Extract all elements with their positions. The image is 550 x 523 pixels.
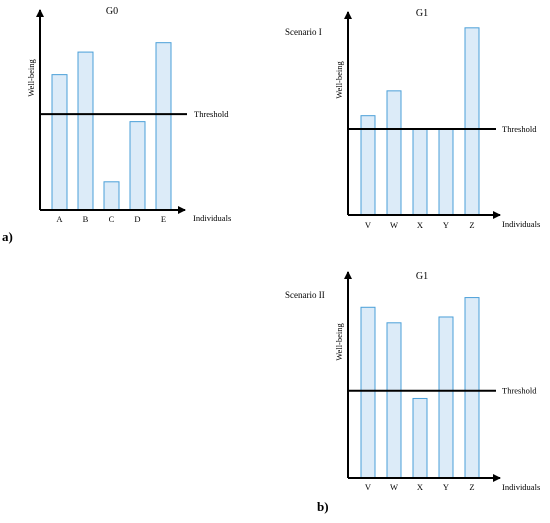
bar-A	[51, 74, 68, 211]
chart-panel-1: G1 Scenario I Well-being V W X Y Z Threshold Indi…	[285, 8, 540, 230]
bar-Y	[438, 128, 454, 216]
bar-X	[412, 128, 428, 216]
y-axis-label: Well-being	[334, 322, 344, 360]
bar-Y	[438, 316, 454, 479]
x-tick-label-C: C	[109, 214, 115, 224]
x-tick-label-B: B	[83, 214, 89, 224]
bar-V	[360, 115, 376, 216]
x-tick-label-Z: Z	[469, 220, 474, 230]
scenario-label: Scenario II	[285, 290, 325, 300]
x-axis-label: Individuals	[502, 219, 540, 229]
bar-W	[386, 322, 402, 479]
x-tick-label-D: D	[134, 214, 140, 224]
x-tick-label-V: V	[365, 482, 372, 492]
x-tick-label-W: W	[390, 220, 398, 230]
x-tick-label-E: E	[161, 214, 166, 224]
threshold-label: Threshold	[194, 109, 229, 119]
y-axis-label: Well-being	[334, 60, 344, 98]
bar-X	[412, 397, 428, 479]
bar-E	[155, 42, 172, 211]
x-tick-label-Y: Y	[443, 220, 449, 230]
x-tick-label-W: W	[390, 482, 398, 492]
scenario-label: Scenario I	[285, 27, 322, 37]
chart-title: G1	[416, 271, 428, 282]
bar-B	[77, 51, 94, 211]
x-tick-label-Y: Y	[443, 482, 449, 492]
bar-Z	[464, 27, 480, 216]
bar-V	[360, 306, 376, 479]
x-tick-label-V: V	[365, 220, 372, 230]
chart-title: G0	[106, 6, 118, 17]
x-tick-label-A: A	[56, 214, 63, 224]
chart-panel-0: G0 Well-being A B C D E Threshold Individuals a)	[2, 6, 231, 244]
x-tick-label-X: X	[417, 220, 423, 230]
x-tick-label-Z: Z	[469, 482, 474, 492]
chart-panel-2: G1 Scenario II Well-being V W X Y Z Threshold Ind…	[285, 271, 540, 514]
x-axis-label: Individuals	[502, 482, 540, 492]
threshold-label: Threshold	[502, 386, 537, 396]
panel-label: b)	[317, 499, 329, 514]
y-axis-label: Well-being	[26, 58, 36, 96]
panel-label: a)	[2, 229, 13, 244]
threshold-label: Threshold	[502, 124, 537, 134]
bar-W	[386, 90, 402, 216]
bar-C	[103, 181, 120, 211]
x-tick-label-X: X	[417, 482, 423, 492]
chart-title: G1	[416, 8, 428, 19]
x-axis-label: Individuals	[193, 213, 231, 223]
bar-D	[129, 121, 146, 211]
bar-Z	[464, 297, 480, 479]
